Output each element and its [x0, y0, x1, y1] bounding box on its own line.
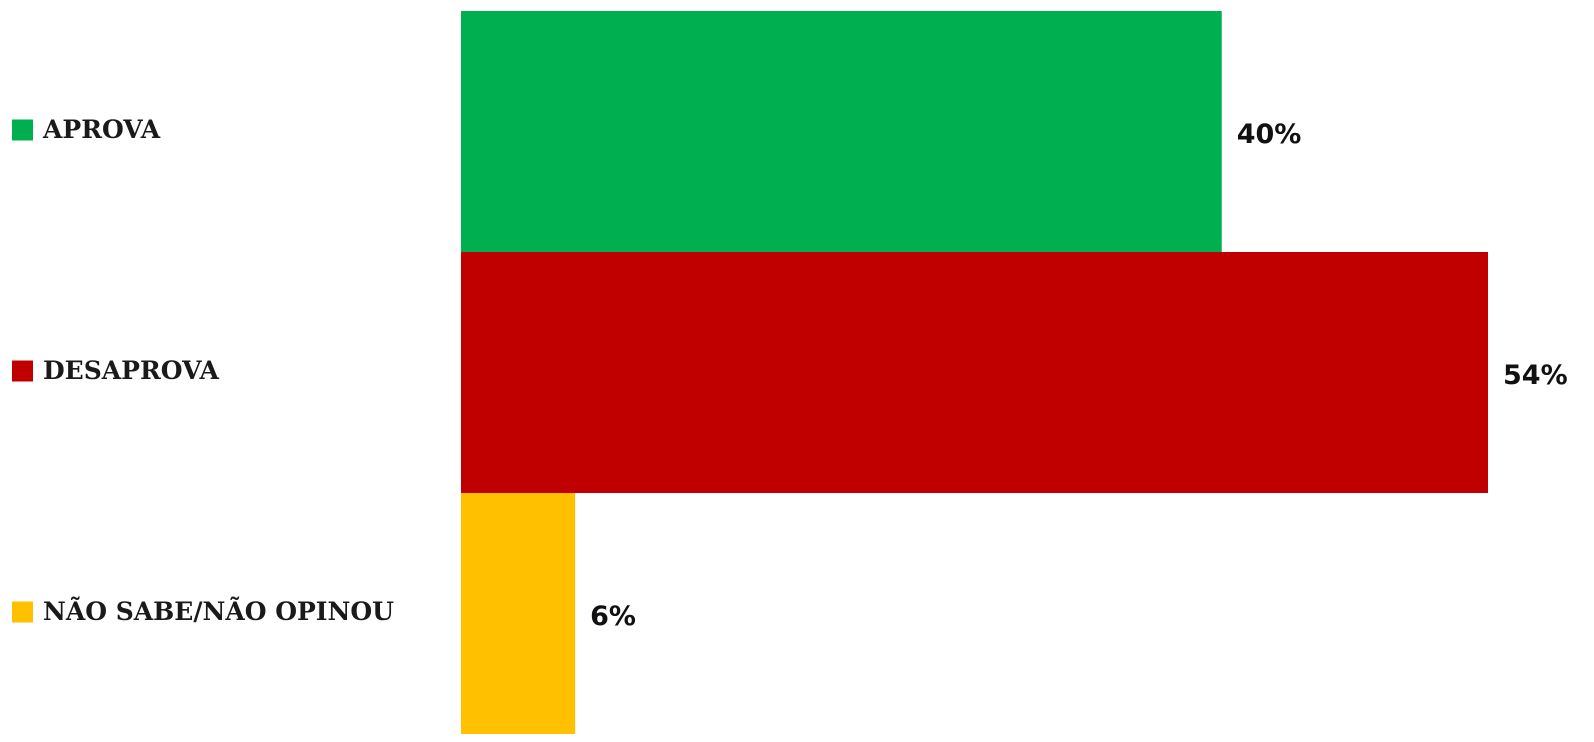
category-label-aprova: APROVA — [42, 115, 161, 144]
legend-swatch-aprova — [12, 119, 33, 141]
legend-swatch-desaprova — [12, 360, 33, 382]
value-label-nao-sabe-nao-opinou: 6% — [590, 601, 636, 632]
bars-group — [461, 11, 1488, 734]
legend-swatch-nao-sabe-nao-opinou — [12, 601, 33, 623]
category-label-nao-sabe-nao-opinou: NÃO SABE/NÃO OPINOU — [43, 597, 394, 626]
value-labels-group: 40% 54% 6% — [590, 119, 1568, 632]
value-label-aprova: 40% — [1237, 119, 1302, 150]
category-label-desaprova: DESAPROVA — [43, 356, 220, 385]
bar-desaprova — [461, 252, 1488, 493]
value-label-desaprova: 54% — [1503, 360, 1568, 391]
category-labels-group: APROVA DESAPROVA NÃO SABE/NÃO OPINOU — [12, 115, 394, 626]
bar-aprova — [461, 11, 1222, 252]
bar-nao-sabe-nao-opinou — [461, 493, 576, 734]
